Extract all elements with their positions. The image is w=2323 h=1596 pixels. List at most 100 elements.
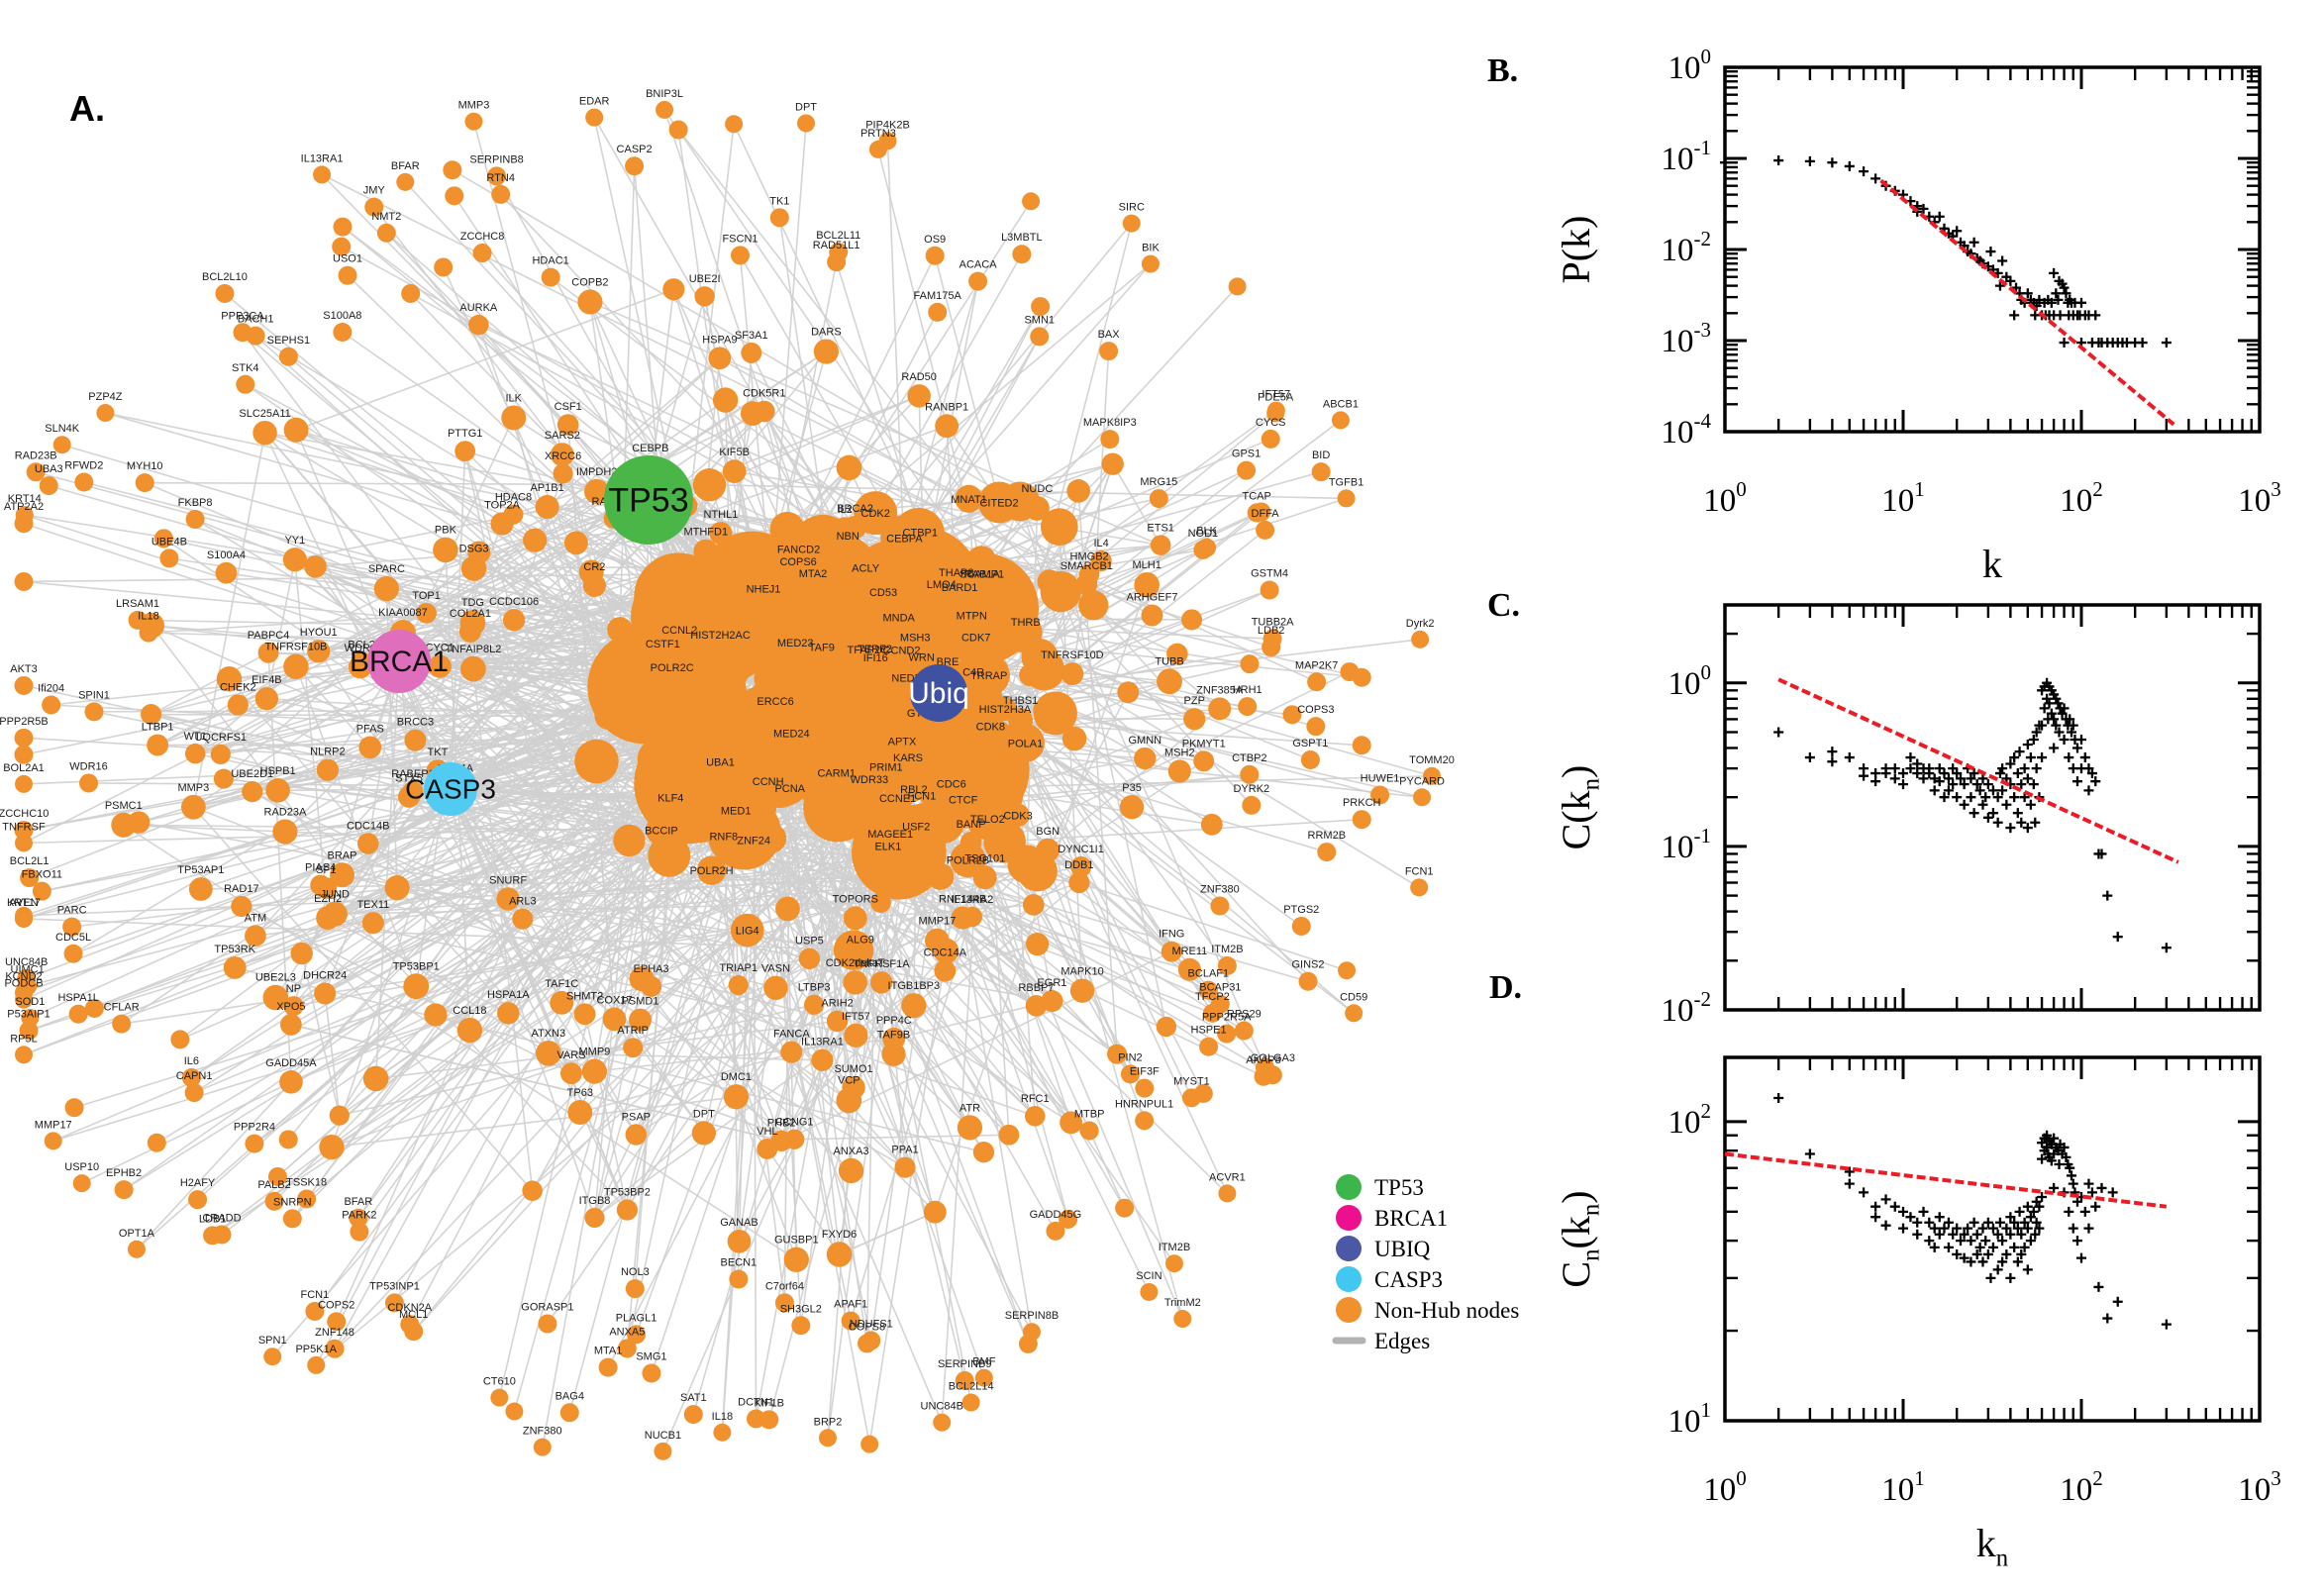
network-node-label: TUBB2A [1252,617,1294,629]
network-node-label: HYOU1 [300,627,338,639]
network-node [1242,795,1262,815]
network-node [714,692,741,719]
data-point-marker [2025,1212,2036,1223]
network-node-label: TNFRSF10D [1041,649,1104,661]
edge [252,790,524,920]
data-point-marker [2012,768,2023,779]
network-node-label: TOMM20 [1409,754,1455,766]
network-node-label: S100A8 [323,310,361,322]
network-node [860,643,890,672]
data-point-marker [2005,1229,2016,1240]
network-hubs: TP53 BRCA1 Ubiq CASP3 [350,455,969,816]
edge [290,1024,782,1143]
network-node-label: MSH2 [1164,747,1195,758]
data-point-marker [2096,848,2107,859]
network-node-label: TERF2 [858,644,892,655]
network-node-label: ATRIP [617,1025,649,1037]
network-node-label: ERCC6 [757,696,793,708]
network-node-label: RP5L [10,1033,38,1045]
edge [686,822,943,1424]
legend-label-nonhub: Non-Hub nodes [1374,1298,1519,1323]
network-node [52,436,71,454]
network-node-label: DPT [693,1108,715,1120]
network-node-label: CDK8 [976,722,1005,734]
data-point-marker [1827,756,1838,767]
data-point-marker [1974,1242,1985,1252]
network-node [185,509,205,529]
data-point-marker [2059,735,2070,746]
data-point-marker [2025,799,2036,810]
network-node-label: THRB [1011,617,1041,629]
edge [589,301,1162,547]
edge [23,708,656,920]
network-node [1101,452,1124,475]
axis-ticks [1723,65,2262,434]
network-node [1156,1016,1177,1038]
network-node-label: TNFRSF10B [264,641,327,652]
data-point-marker [2071,776,2082,787]
power-law-fit-line [1879,178,2175,427]
network-node-label: FCN1 [301,1289,330,1301]
network-node [662,613,696,647]
plot-frame [1723,603,2262,1012]
network-node-label: CDK5R1 [743,388,785,400]
data-point-marker [2022,1264,2033,1275]
network-node [184,1083,204,1103]
network-node [14,821,34,841]
edge [797,200,1032,562]
network-node [869,971,893,994]
network-node-label: DYRK2 [1233,783,1269,795]
edge [719,357,1090,575]
edge [398,660,596,1219]
network-node-label: DPT [795,101,817,113]
network-node-label: SHMT2 [566,990,603,1002]
network-node [1019,663,1042,687]
network-node-label: BFAR [391,160,420,172]
network-node [769,511,805,548]
network-node [467,541,491,564]
network-node [1046,1221,1065,1241]
network-node [804,994,825,1015]
network-node [1006,723,1045,762]
data-point-marker [1948,779,1959,790]
network-node-label: JMY [363,185,386,197]
network-node [582,573,606,598]
data-point-marker [1898,768,1908,779]
network-node [550,443,574,467]
network-node-label: COPS3 [1297,704,1334,716]
data-point-marker [2076,735,2086,746]
data-point-marker [2046,708,2057,719]
network-node-label: TrimM2 [1164,1297,1201,1309]
network-node-label: PSMC1 [105,800,143,812]
network-node [763,975,788,1001]
network-node-label: TFCP2 [1195,991,1230,1003]
network-node [1031,297,1051,317]
network-node-label: THBS1 [1003,695,1038,707]
network-node-label: LDB2 [1258,625,1285,637]
network-node [282,548,307,572]
network-node [683,1405,703,1425]
network-node-label: THAP8 [939,567,973,579]
network-node-label: HDAC8 [495,492,532,504]
network-node-label: C7orf64 [765,1280,804,1292]
network-node [855,719,895,759]
edge [839,1211,936,1255]
network-node [1078,590,1109,621]
network-node [666,801,709,845]
network-node-label: TRIAP1 [719,962,758,974]
network-node [1181,1088,1201,1108]
data-point-marker [2019,1217,2030,1228]
edge [886,141,905,539]
network-node [262,984,289,1011]
network-node-label: CDC5L [55,932,91,944]
edge [273,796,671,1202]
network-node [878,132,897,150]
network-node [978,481,1021,524]
data-point-marker [2014,1206,2025,1217]
network-node-label: TELO2 [970,814,1005,826]
network-node-label: USO1 [333,253,362,265]
network-node-label: OPT1A [119,1228,155,1240]
network-node [648,834,691,877]
data-point-marker [1952,1223,1963,1234]
